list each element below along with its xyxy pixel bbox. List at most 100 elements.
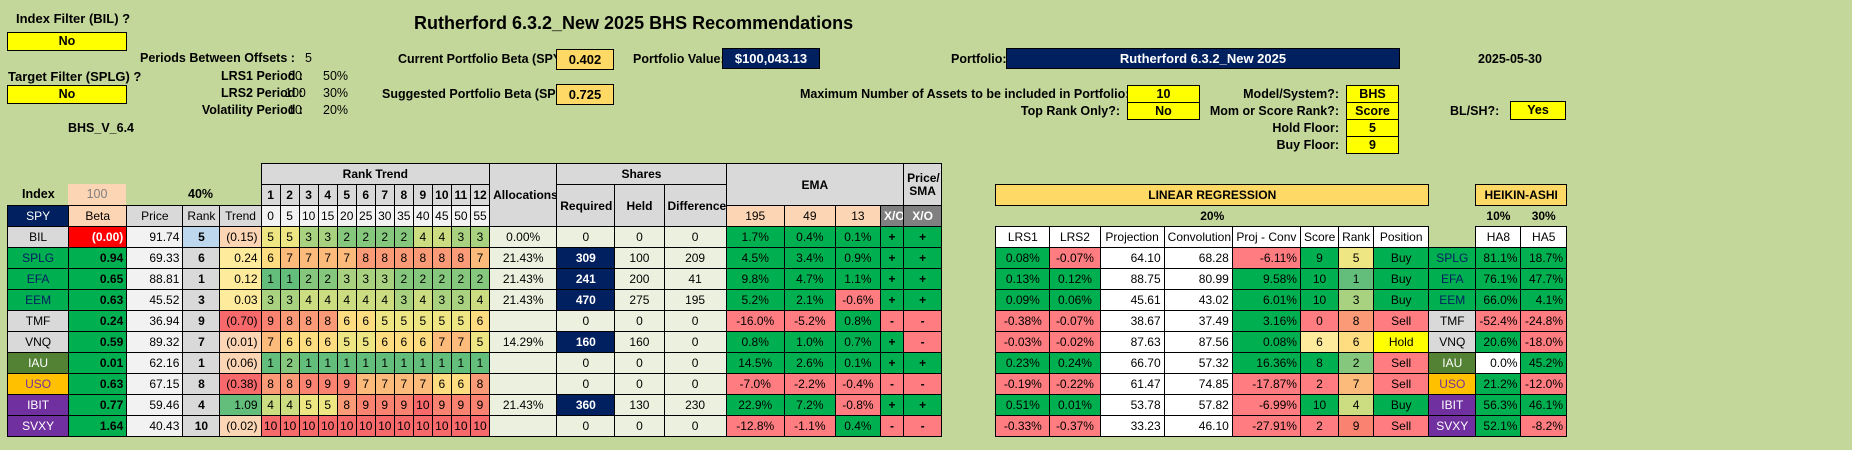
beta-cell: 0.24 (68, 310, 128, 332)
score-cell: 2 (1299, 373, 1340, 395)
ema-xo-cell: + (879, 226, 905, 248)
table-row: EEM 0.63 45.52 3 0.03 3 3 4 4 4 4 4 3 4 3 3 4 21.43% 470 27… (6, 289, 1567, 311)
rank-cell: 7 (182, 331, 221, 353)
max-assets-value[interactable]: 10 (1127, 85, 1200, 103)
ema-xo-cell: + (879, 289, 905, 311)
rank-trend-cell: 10 (469, 415, 491, 437)
rank-trend-cell: 7 (355, 373, 376, 395)
ha5-cell: 46.1% (1520, 394, 1567, 416)
difference-cell: 41 (663, 268, 727, 290)
rank-trend-cell: 5 (374, 310, 395, 332)
rank-trend-cell: 3 (355, 268, 376, 290)
ha8-cell: 52.1% (1475, 415, 1522, 437)
price-sma-cell: + (903, 289, 943, 311)
rank-trend-cell: 2 (450, 268, 471, 290)
hold-floor-value[interactable]: 5 (1346, 119, 1399, 137)
ema-195-cell: 14.5% (725, 352, 785, 374)
rank-trend-cell: 4 (412, 226, 433, 248)
ema-49-cell: 4.7% (783, 268, 836, 290)
rank-trend-cell: 8 (431, 247, 452, 269)
current-beta-label: Current Portfolio Beta (SPY): (398, 52, 570, 66)
rank-trend-cell: 8 (450, 247, 471, 269)
price-cell: 88.81 (126, 268, 184, 290)
trend-header: Trend (219, 205, 262, 227)
symbol-cell: EEM (6, 289, 70, 311)
symbol-cell: EEM (1428, 289, 1477, 311)
rank-trend-num: 12 (469, 184, 491, 206)
required-cell: 0 (556, 226, 616, 248)
held-cell: 100 (614, 247, 665, 269)
rank-trend-cell: 6 (298, 331, 319, 353)
proj-conv-cell: -27.91% (1231, 415, 1301, 437)
portfolio-name: Rutherford 6.3.2_New 2025 (1006, 48, 1400, 69)
lrs2-period-value: 100 (285, 86, 306, 100)
trend-cell: (0.02) (219, 415, 262, 437)
rank-trend-cell: 2 (374, 226, 395, 248)
model-value[interactable]: BHS (1346, 85, 1399, 103)
rank-trend-cell: 6 (431, 373, 452, 395)
blank-cell (220, 164, 261, 185)
required-cell: 0 (556, 373, 616, 395)
allocation-cell: 14.29% (489, 331, 558, 353)
rank-cell: 3 (182, 289, 221, 311)
rank-trend-cell: 7 (393, 373, 414, 395)
top-rank-value[interactable]: No (1127, 102, 1200, 120)
lrs2-cell: -0.22% (1049, 373, 1101, 395)
beta-cell: 0.77 (68, 394, 128, 416)
held-cell: 0 (614, 352, 665, 374)
rank-trend-offset: 45 (431, 205, 452, 227)
rank-trend-cell: 6 (355, 310, 376, 332)
blank-cell (220, 185, 261, 206)
rank-trend-cell: 4 (355, 289, 376, 311)
rank-trend-cell: 9 (374, 394, 395, 416)
ema-13-cell: 0.7% (834, 331, 881, 353)
convolution-cell: 80.99 (1163, 268, 1233, 290)
proj-conv-cell: 0.08% (1231, 331, 1301, 353)
beta-cell: 1.64 (68, 415, 128, 437)
lrs1-cell: 0.08% (995, 247, 1051, 269)
allocation-cell: 21.43% (489, 268, 558, 290)
ema-49-header: 49 (783, 205, 836, 227)
rank-trend-cell: 6 (279, 331, 300, 353)
ema-13-header: 13 (834, 205, 881, 227)
rank-trend-cell: 1 (355, 352, 376, 374)
ema-195-cell: 1.7% (725, 226, 785, 248)
target-filter-value[interactable]: No (7, 85, 127, 104)
rank-trend-cell: 9 (431, 394, 452, 416)
rank-trend-cell: 3 (279, 289, 300, 311)
periods-value: 5 (305, 51, 312, 65)
volatility-label: Volatility Period : (201, 103, 303, 117)
index-filter-value[interactable]: No (7, 32, 127, 51)
suggested-beta-value: 0.725 (556, 84, 614, 105)
price-sma-cell: - (903, 373, 943, 395)
rank-trend-cell: 7 (317, 247, 338, 269)
lr-rank-cell: 6 (1338, 331, 1375, 353)
blsh-value[interactable]: Yes (1510, 101, 1566, 120)
rank-trend-cell: 8 (279, 310, 300, 332)
ema-13-cell: 0.8% (834, 310, 881, 332)
rank-trend-cell: 5 (260, 226, 281, 248)
held-header: Held (614, 184, 665, 227)
mom-score-value[interactable]: Score (1346, 102, 1399, 120)
rank-cell: 1 (182, 352, 221, 374)
rank-trend-num: 5 (336, 184, 357, 206)
rank-trend-offset: 40 (412, 205, 433, 227)
current-beta-value: 0.402 (556, 49, 614, 70)
difference-cell: 0 (663, 352, 727, 374)
gap-cell (942, 374, 996, 395)
score-cell: 10 (1299, 289, 1340, 311)
lr-rank-cell: 1 (1338, 268, 1375, 290)
rank-trend-cell: 3 (336, 268, 357, 290)
rank-trend-cell: 8 (355, 247, 376, 269)
rank-trend-cell: 4 (298, 289, 319, 311)
difference-cell: 0 (663, 415, 727, 437)
proj-conv-cell: 16.36% (1231, 352, 1301, 374)
symbol-cell: SVXY (1428, 415, 1477, 437)
blank-cell (69, 185, 127, 206)
heikin-ashi-header: HEIKIN-ASHI (1475, 184, 1567, 206)
table-row: USO 0.63 67.15 8 (0.38) 8 8 9 9 9 7 7 7 7 6 6 8 0 0 0 -7.0% -… (6, 373, 1567, 395)
held-cell: 0 (614, 415, 665, 437)
blank-cell (1429, 185, 1476, 206)
buy-floor-value[interactable]: 9 (1346, 136, 1399, 154)
rank-trend-cell: 7 (298, 247, 319, 269)
